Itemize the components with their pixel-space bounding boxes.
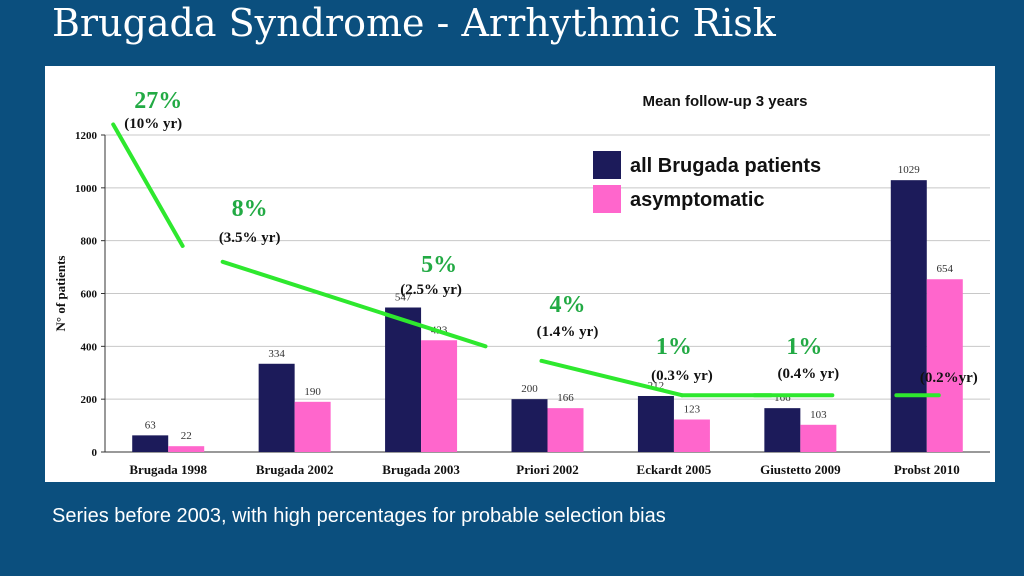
- bar-all-patients: [258, 363, 295, 452]
- y-tick-label: 1200: [75, 130, 98, 142]
- annual-rate-label: (10% yr): [124, 116, 182, 132]
- bar-value-label: 547: [395, 292, 412, 304]
- slide-caption: Series before 2003, with high percentage…: [52, 505, 666, 527]
- bar-asymptomatic: [547, 408, 584, 452]
- trend-segment: [220, 259, 488, 349]
- bar-asymptomatic: [800, 424, 837, 452]
- legend-swatch: [593, 185, 621, 213]
- bar-all-patients: [132, 435, 169, 452]
- bar-value-label: 1029: [898, 164, 921, 176]
- annual-rate-label: (0.4% yr): [778, 366, 840, 382]
- x-tick-label: Eckardt 2005: [637, 462, 712, 477]
- legend-label: all Brugada patients: [630, 155, 821, 177]
- x-tick-label: Brugada 2002: [256, 462, 334, 477]
- risk-percent-label: 5%: [421, 252, 457, 278]
- bar-all-patients: [511, 399, 548, 452]
- annual-rate-label: (3.5% yr): [219, 230, 281, 246]
- y-tick-label: 400: [81, 341, 98, 353]
- bar-asymptomatic: [421, 340, 458, 452]
- y-tick-label: 1000: [75, 183, 98, 195]
- bar-all-patients: [764, 408, 801, 452]
- risk-percent-label: 8%: [232, 196, 268, 222]
- y-tick-label: 0: [92, 447, 98, 459]
- annual-rate-label: (1.4% yr): [537, 324, 599, 340]
- risk-percent-label: 1%: [656, 334, 692, 360]
- bar-value-label: 200: [521, 383, 538, 395]
- bar-value-label: 166: [557, 392, 574, 404]
- trend-segment: [539, 358, 684, 398]
- bar-asymptomatic: [926, 279, 963, 452]
- y-axis-label: N° of patients: [53, 256, 68, 332]
- bar-value-label: 190: [304, 386, 321, 398]
- x-tick-label: Priori 2002: [516, 462, 578, 477]
- legend: Mean follow-up 3 years all Brugada patien…: [593, 93, 821, 213]
- bar-all-patients: [637, 395, 674, 452]
- bar-value-label: 334: [268, 348, 285, 360]
- bar-chart: 0 200 400 600 800 1000 1200 N° of patients Bruga…: [53, 88, 990, 477]
- risk-percent-label: 27%: [134, 88, 182, 114]
- legend-label: asymptomatic: [630, 189, 765, 211]
- y-tick-label: 200: [81, 394, 98, 406]
- bar-all-patients: [890, 180, 927, 453]
- x-tick-label: Giustetto 2009: [760, 462, 841, 477]
- bar-value-label: 654: [937, 263, 954, 275]
- x-tick-label: Brugada 2003: [382, 462, 460, 477]
- axes: 0 200 400 600 800 1000 1200 N° of patients Bruga…: [53, 130, 990, 477]
- trend-segment: [111, 122, 185, 248]
- trend-line: [111, 122, 941, 398]
- chart-panel: 0 200 400 600 800 1000 1200 N° of patients Bruga…: [45, 66, 995, 482]
- bar-asymptomatic: [673, 419, 710, 452]
- bar-value-label: 22: [181, 430, 192, 442]
- y-tick-label: 600: [81, 289, 98, 301]
- annotations: 27% (10% yr) 8% (3.5% yr) 5% (2.5% yr) 4% (1.4%…: [124, 88, 977, 386]
- slide-title: Brugada Syndrome - Arrhythmic Risk: [52, 1, 776, 45]
- y-tick-label: 800: [81, 236, 98, 248]
- risk-percent-label: 4%: [550, 292, 586, 318]
- risk-percent-label: 1%: [786, 334, 822, 360]
- bar-asymptomatic: [168, 446, 205, 452]
- legend-swatch: [593, 151, 621, 179]
- x-tick-label: Brugada 1998: [129, 462, 207, 477]
- bar-asymptomatic: [294, 401, 331, 452]
- x-tick-label: Probst 2010: [894, 462, 960, 477]
- chart-title: Mean follow-up 3 years: [642, 93, 807, 110]
- annual-rate-label: (0.2%yr): [920, 370, 978, 386]
- bar-value-label: 123: [684, 404, 701, 416]
- annual-rate-label: (0.3% yr): [651, 368, 713, 384]
- bar-all-patients: [385, 307, 422, 452]
- bar-value-label: 63: [145, 419, 157, 431]
- annual-rate-label: (2.5% yr): [400, 282, 462, 298]
- bar-value-label: 103: [810, 409, 827, 421]
- grid-lines: [105, 134, 990, 453]
